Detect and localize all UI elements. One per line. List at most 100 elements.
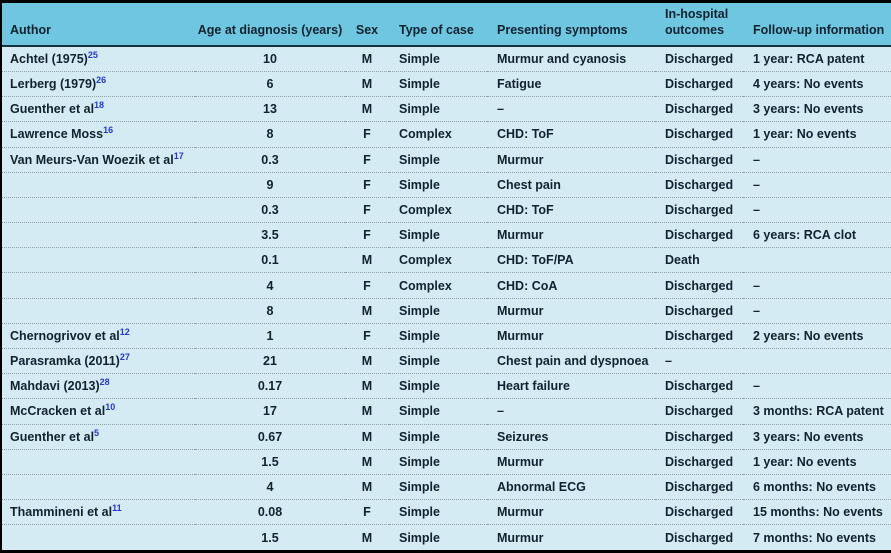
author-cell: McCracken et al10	[2, 398, 195, 425]
follow-up-cell: 1 year: RCA patent	[753, 52, 865, 67]
type-of-case-cell: Complex	[389, 196, 487, 223]
sex-cell: M	[361, 52, 373, 67]
sex-cell: M	[345, 70, 389, 97]
type-of-case-cell: Simple	[389, 423, 487, 450]
age-cell: 1.5	[195, 448, 345, 475]
table-row: Achtel (1975)25 10 M Simple Murmur and c…	[2, 46, 891, 71]
column-header-author: Author	[2, 3, 195, 48]
type-of-case-cell: Complex	[389, 121, 487, 147]
author-cell	[2, 222, 195, 248]
presenting-symptoms-cell: CHD: CoA	[487, 272, 655, 299]
reference-link[interactable]: 17	[173, 150, 184, 161]
presenting-symptoms-cell: Heart failure	[487, 373, 655, 399]
follow-up-cell: –	[743, 171, 891, 198]
header-row: Author Age at diagnosis (years) Sex Type…	[2, 3, 891, 48]
reference-link[interactable]: 27	[119, 351, 130, 362]
sex-cell: M	[345, 373, 389, 399]
reference-link[interactable]: 11	[112, 503, 122, 514]
author-cell	[2, 297, 195, 324]
type-of-case-cell: Simple	[389, 146, 487, 173]
in-hospital-outcome-cell: Discharged	[655, 146, 743, 173]
reference-link[interactable]: 26	[96, 74, 107, 85]
table-row: Lawrence Moss16 8 F Complex CHD: ToF Dis…	[2, 121, 891, 147]
column-header-follow-up-information: Follow-up information	[743, 3, 891, 48]
type-of-case-cell: Simple	[389, 398, 487, 425]
table-row: 9 F Simple Chest pain Discharged –	[2, 171, 891, 198]
table-row: Parasramka (2011)27 21 M Simple Chest pa…	[2, 347, 891, 374]
sex-cell: F	[345, 196, 389, 223]
presenting-symptoms-cell: CHD: ToF	[487, 121, 655, 147]
type-of-case-cell: Simple	[389, 96, 487, 122]
in-hospital-outcome-cell: Discharged	[655, 448, 743, 475]
follow-up-cell: 1 year: No events	[743, 121, 891, 147]
follow-up-cell: 4 years: No events	[743, 70, 891, 97]
author-cell: Lerberg (1979)26	[2, 70, 195, 97]
author-cell: Mahdavi (2013)28	[2, 373, 195, 399]
author-cell	[2, 448, 195, 475]
age-cell: 0.3	[195, 196, 345, 223]
author-cell	[2, 272, 195, 299]
follow-up-cell	[743, 347, 891, 374]
sex-cell: M	[345, 524, 389, 550]
reference-link[interactable]: 25	[87, 49, 98, 60]
type-of-case-cell: Simple	[389, 70, 487, 97]
sex-cell: F	[345, 121, 389, 147]
reference-link[interactable]: 18	[94, 100, 105, 111]
author-cell: Achtel (1975)25	[2, 46, 195, 71]
column-header-in-hospital-outcomes: In-hospital outcomes	[655, 3, 743, 48]
age-cell: 21	[195, 347, 345, 374]
reference-link[interactable]: 16	[103, 125, 114, 136]
age-cell: 0.08	[195, 499, 345, 525]
age-cell: 0.3	[195, 146, 345, 173]
author-cell: Parasramka (2011)27	[2, 347, 195, 374]
presenting-symptoms-cell: –	[487, 398, 655, 425]
type-of-case-cell: Simple	[389, 373, 487, 399]
author-text: Lawrence Moss	[10, 127, 104, 142]
case-series-table: Author Age at diagnosis (years) Sex Type…	[2, 3, 891, 550]
in-hospital-outcome-cell: Discharged	[655, 297, 743, 324]
presenting-symptoms-cell: Murmur	[487, 222, 655, 248]
age-cell: 9	[195, 171, 345, 198]
author-text: Mahdavi (2013)	[10, 379, 100, 394]
reference-link[interactable]: 28	[99, 377, 110, 388]
reference-link[interactable]: 10	[105, 402, 116, 413]
table-row: 3.5 F Simple Murmur Discharged 6 years: …	[2, 222, 891, 248]
type-of-case-cell: Simple	[389, 222, 487, 248]
in-hospital-outcome-cell: Discharged	[655, 171, 743, 198]
in-hospital-outcome-cell: Discharged	[655, 398, 743, 425]
author-text: Chernogrivov et al	[10, 328, 120, 343]
follow-up-cell: 3 years: No events	[743, 96, 891, 122]
author-cell: Van Meurs-Van Woezik et al17	[2, 146, 195, 173]
author-text: Thammineni et al	[10, 505, 113, 520]
table-row: 8 M Simple Murmur Discharged –	[2, 297, 891, 324]
age-cell: 0.1	[195, 247, 345, 273]
age-cell: 4	[195, 473, 345, 500]
sex-cell: M	[345, 423, 389, 450]
author-cell	[2, 247, 195, 273]
age-cell: 8	[195, 121, 345, 147]
in-hospital-outcome-cell: Discharged	[655, 499, 743, 525]
presenting-symptoms-cell: Murmur	[487, 322, 655, 349]
sex-cell: M	[345, 297, 389, 324]
age-cell: 6	[195, 70, 345, 97]
in-hospital-outcome-cell: Discharged	[655, 121, 743, 147]
reference-link[interactable]: 12	[119, 326, 130, 337]
age-cell: 3.5	[195, 222, 345, 248]
age-cell: 13	[195, 96, 345, 122]
type-of-case-cell: Simple	[389, 297, 487, 324]
follow-up-cell: –	[743, 373, 891, 399]
presenting-symptoms-cell: CHD: ToF	[487, 196, 655, 223]
author-cell: Chernogrivov et al12	[2, 322, 195, 349]
table-row: 0.1 M Complex CHD: ToF/PA Death	[2, 247, 891, 273]
column-header-age-at-diagnosis: Age at diagnosis (years)	[195, 3, 345, 48]
age-cell: 1	[195, 322, 345, 349]
reference-link[interactable]: 5	[94, 427, 100, 438]
presenting-symptoms-cell: CHD: ToF/PA	[487, 247, 655, 273]
in-hospital-outcome-cell: Discharged	[655, 373, 743, 399]
age-cell: 0.67	[195, 423, 345, 450]
presenting-symptoms-cell: Seizures	[487, 423, 655, 450]
sex-cell: F	[345, 171, 389, 198]
in-hospital-outcome-cell: Death	[655, 247, 743, 273]
follow-up-cell: 3 months: RCA patent	[743, 398, 891, 425]
in-hospital-outcome-cell: Discharged	[655, 222, 743, 248]
